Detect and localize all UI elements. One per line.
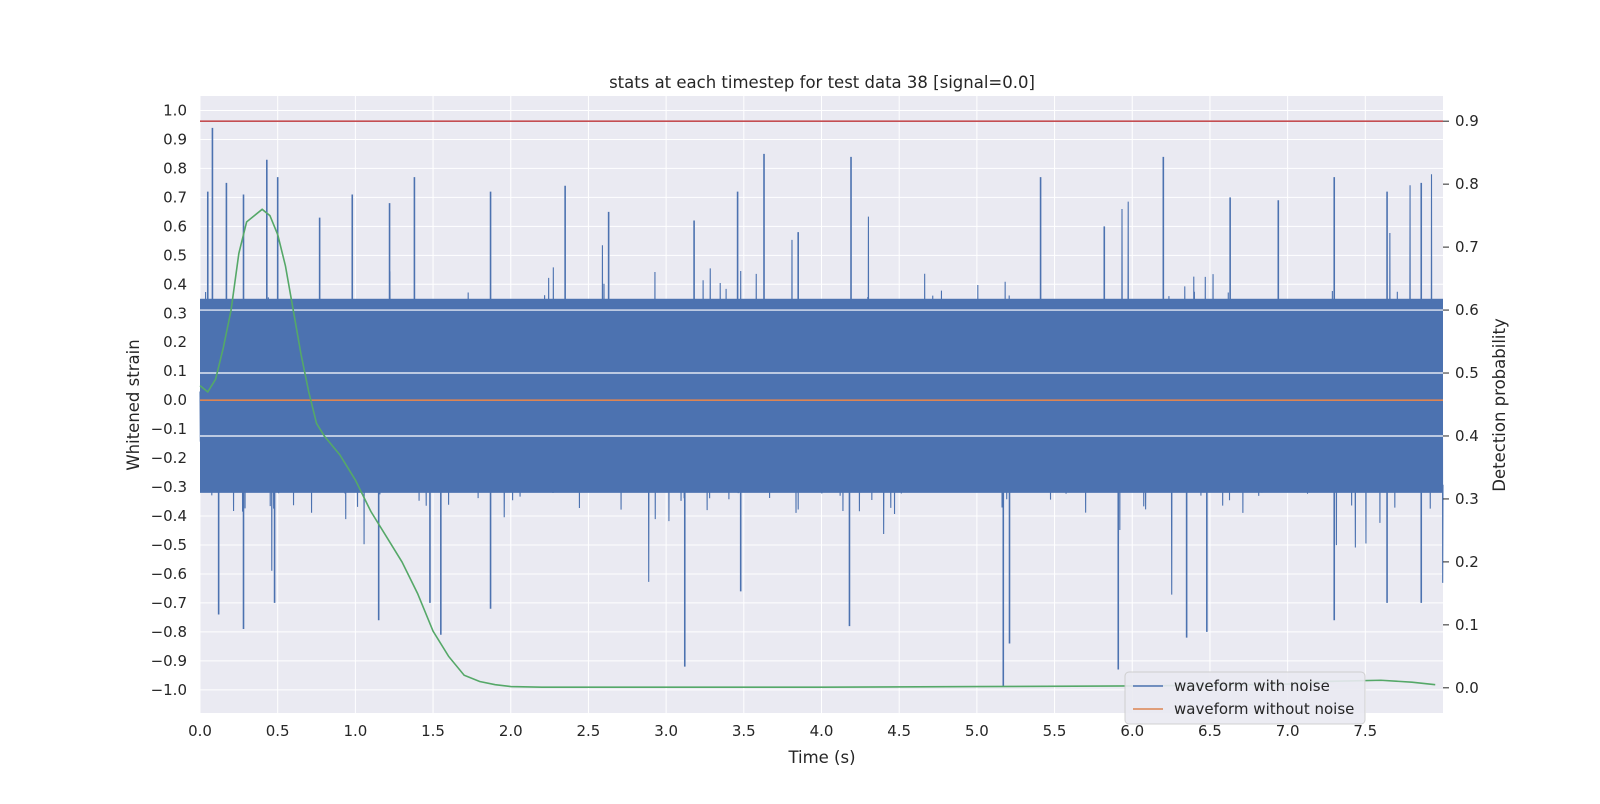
y-tick-label-left: 0.0 (163, 391, 187, 409)
y-tick-label-left: 0.6 (163, 217, 187, 235)
y-tick-label-right: 0.6 (1455, 301, 1479, 319)
legend-label-waveform-with-noise: waveform with noise (1174, 677, 1330, 695)
y-tick-label-right: 0.3 (1455, 490, 1479, 508)
x-tick-label: 0.5 (266, 722, 290, 740)
x-tick-label: 7.0 (1276, 722, 1300, 740)
y-tick-label-left: −0.7 (151, 594, 187, 612)
y-tick-label-left: 0.2 (163, 333, 187, 351)
y-tick-label-left: 0.7 (163, 188, 187, 206)
y-tick-label-left: 0.1 (163, 362, 187, 380)
x-tick-label: 6.0 (1120, 722, 1144, 740)
y-tick-label-right: 0.8 (1455, 175, 1479, 193)
y-tick-label-left: −0.4 (151, 507, 187, 525)
y-tick-label-right: 0.7 (1455, 238, 1479, 256)
tick-labels: 0.0 0.5 1.0 1.5 2.0 2.5 3.0 3.5 4.0 4.5 5.0 5.5 6.0 6… (151, 101, 1479, 740)
y-tick-label-left: −0.5 (151, 536, 187, 554)
y-tick-label-right: 0.1 (1455, 616, 1479, 634)
y-axis-label-left: Whitened strain (124, 339, 143, 470)
y-tick-label-left: −0.9 (151, 652, 187, 670)
x-tick-label: 1.5 (421, 722, 445, 740)
y-tick-label-left: −0.1 (151, 420, 187, 438)
y-tick-label-left: 0.8 (163, 159, 187, 177)
y-tick-label-left: −0.3 (151, 478, 187, 496)
y-tick-label-left: −0.8 (151, 623, 187, 641)
y-tick-label-left: 1.0 (163, 101, 187, 119)
y-tick-label-right: 0.4 (1455, 427, 1479, 445)
y-tick-label-left: −1.0 (151, 681, 187, 699)
x-tick-label: 3.0 (654, 722, 678, 740)
x-tick-label: 5.0 (965, 722, 989, 740)
x-tick-label: 0.0 (188, 722, 212, 740)
y-tick-label-right: 0.0 (1455, 679, 1479, 697)
y-tick-label-left: 0.3 (163, 304, 187, 322)
chart-title: stats at each timestep for test data 38 … (609, 73, 1035, 92)
x-tick-label: 4.0 (810, 722, 834, 740)
y-axis-label-right: Detection probability (1490, 318, 1509, 492)
waveform-with-noise-band (200, 298, 1443, 493)
y-tick-label-left: 0.9 (163, 130, 187, 148)
x-tick-label: 6.5 (1198, 722, 1222, 740)
y-tick-label-right: 0.2 (1455, 553, 1479, 571)
x-tick-label: 7.5 (1353, 722, 1377, 740)
legend: waveform with noise waveform without noi… (1124, 671, 1366, 725)
y-tick-label-left: −0.6 (151, 565, 187, 583)
x-tick-label: 3.5 (732, 722, 756, 740)
x-tick-label: 1.0 (343, 722, 367, 740)
legend-label-waveform-without-noise: waveform without noise (1174, 700, 1354, 718)
y-tick-label-left: 0.4 (163, 275, 187, 293)
x-tick-label: 2.5 (577, 722, 601, 740)
y-tick-label-left: −0.2 (151, 449, 187, 467)
waveform-with-noise-series (199, 127, 1444, 687)
legend-box (1124, 671, 1366, 725)
y-tick-label-left: 0.5 (163, 246, 187, 264)
x-tick-label: 4.5 (887, 722, 911, 740)
x-axis-label: Time (s) (787, 748, 855, 767)
x-tick-label: 2.0 (499, 722, 523, 740)
y-tick-label-right: 0.9 (1455, 112, 1479, 130)
y-tick-label-right: 0.5 (1455, 364, 1479, 382)
x-tick-label: 5.5 (1043, 722, 1067, 740)
